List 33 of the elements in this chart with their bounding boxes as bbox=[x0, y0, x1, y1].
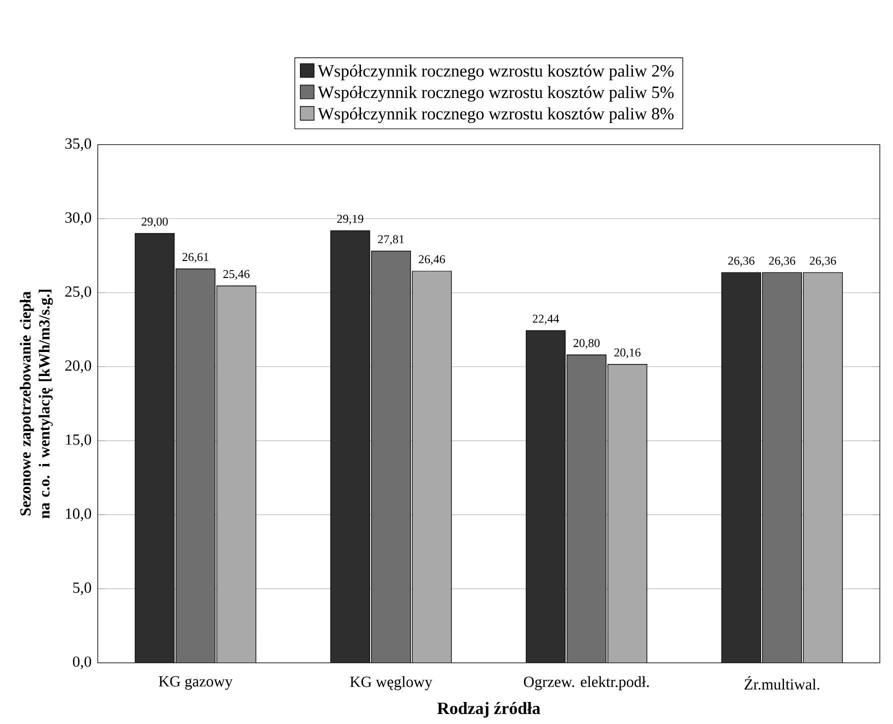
y-tick-label: 25,0 bbox=[65, 286, 92, 300]
y-axis-title: Sezonowe zapotrzebowanie ciepła na c.o. i wentylację [kWh/m3/s.g.] bbox=[20, 290, 53, 518]
data-label: 26,46 bbox=[418, 255, 446, 266]
data-label: 26,36 bbox=[728, 256, 754, 267]
data-label: 20,16 bbox=[614, 348, 641, 358]
x-tick-label: KG gazowy bbox=[158, 676, 233, 690]
data-label: 27,81 bbox=[378, 235, 404, 246]
x-axis-title: Rodzaj źródła bbox=[437, 702, 540, 718]
x-tick-label: KG węglowy bbox=[350, 676, 432, 690]
data-label: 26,61 bbox=[182, 253, 208, 263]
bar bbox=[371, 250, 411, 663]
data-label: 29,19 bbox=[337, 214, 364, 225]
y-tick-label: 30,0 bbox=[65, 212, 92, 226]
data-label: 25,46 bbox=[223, 270, 250, 280]
data-label: 29,00 bbox=[142, 218, 168, 228]
data-label: 20,80 bbox=[574, 339, 600, 349]
y-tick-label: 0,0 bbox=[72, 656, 92, 670]
legend-label: Współczynnik rocznego wzrostu kosztów paliw 2% bbox=[318, 64, 674, 80]
data-label: 26,36 bbox=[810, 256, 836, 267]
legend-label: Współczynnik rocznego wzrostu kosztów paliw 5% bbox=[318, 86, 674, 102]
data-label: 26,36 bbox=[769, 256, 796, 267]
y-tick-label: 20,0 bbox=[65, 360, 92, 374]
bar bbox=[762, 272, 802, 663]
x-tick-label: Źr.multiwal. bbox=[744, 676, 820, 690]
y-tick-label: 5,0 bbox=[73, 582, 92, 596]
y-tick-label: 15,0 bbox=[66, 434, 92, 448]
legend-label: Współczynnik rocznego wzrostu kosztów paliw 8% bbox=[318, 107, 674, 124]
y-tick-label: 35,0 bbox=[65, 138, 92, 152]
y-tick-label: 10,0 bbox=[66, 508, 92, 522]
bar bbox=[176, 268, 216, 663]
bar bbox=[566, 354, 606, 663]
data-label: 22,44 bbox=[532, 314, 560, 325]
x-tick-label: Ogrzew. elektr.podł. bbox=[524, 676, 649, 690]
